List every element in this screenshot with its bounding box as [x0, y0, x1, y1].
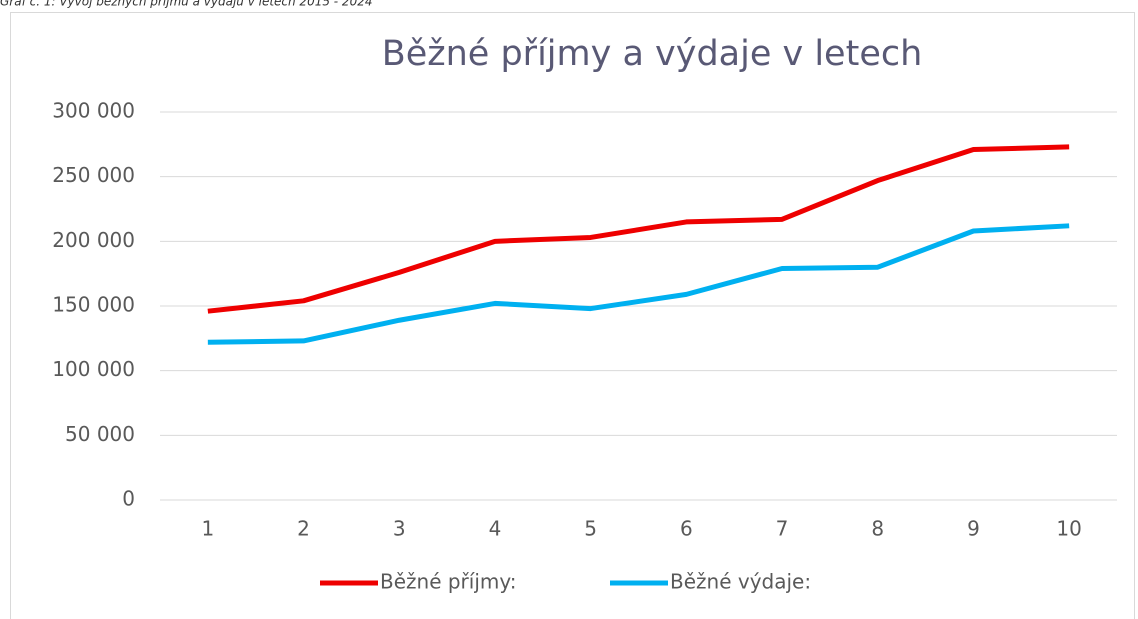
x-tick-label: 1: [201, 517, 214, 541]
legend-label: Běžné příjmy:: [380, 570, 517, 594]
x-tick-label: 8: [871, 517, 884, 541]
y-tick-label: 50 000: [65, 422, 135, 446]
x-tick-label: 3: [393, 517, 406, 541]
chart-frame: [10, 12, 1135, 619]
y-tick-label: 200 000: [52, 228, 135, 252]
series-line: [207, 144, 1070, 314]
caption: Graf č. 1: Vývoj běžných příjmů a výdajů…: [0, 0, 372, 9]
x-tick-label: 2: [297, 517, 310, 541]
y-tick-label: 100 000: [52, 357, 135, 381]
y-tick-label: 150 000: [52, 293, 135, 317]
x-tick-label: 9: [967, 517, 980, 541]
legend-label: Běžné výdaje:: [670, 570, 811, 594]
y-tick-label: 250 000: [52, 163, 135, 187]
x-tick-label: 4: [489, 517, 502, 541]
x-tick-label: 6: [680, 517, 693, 541]
y-tick-label: 300 000: [52, 99, 135, 123]
chart-title: Běžné příjmy a výdaje v letech: [382, 34, 923, 74]
series-line: [207, 223, 1070, 345]
y-tick-label: 0: [122, 487, 135, 511]
x-tick-label: 5: [584, 517, 597, 541]
x-tick-label: 7: [776, 517, 789, 541]
x-tick-label: 10: [1056, 517, 1081, 541]
